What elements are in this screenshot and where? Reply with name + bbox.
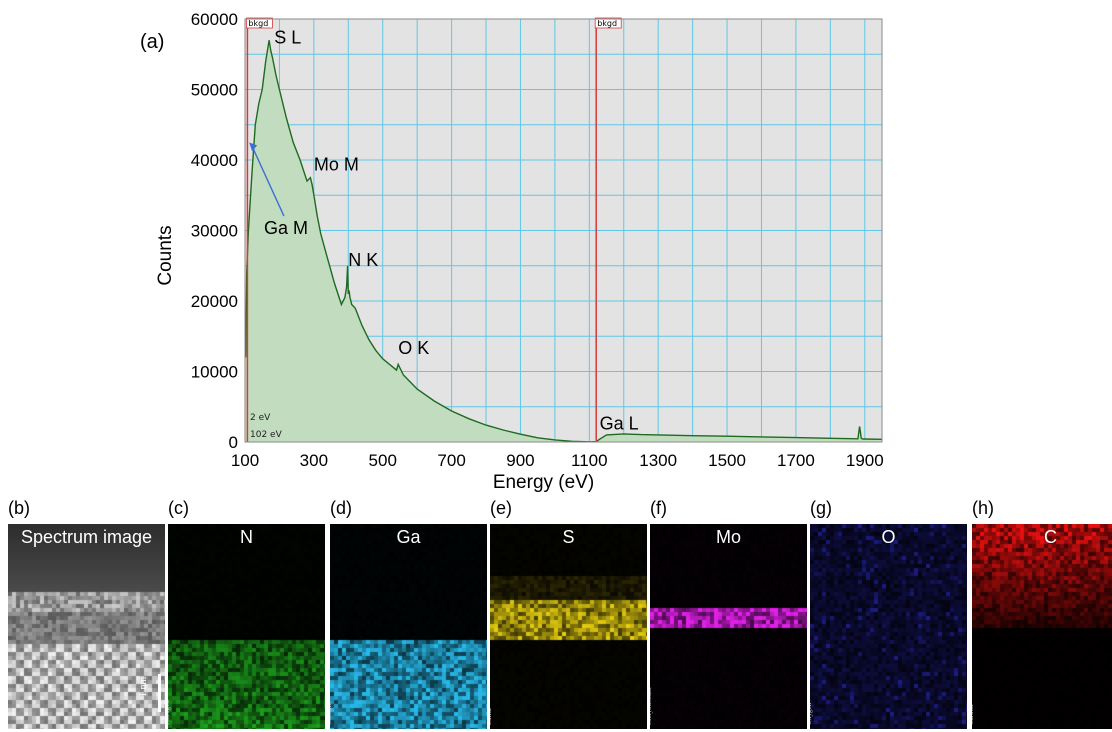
ga-m-arrow	[251, 146, 285, 217]
map-caption: Molybdenum	[650, 687, 653, 725]
panel-letter: (b)	[8, 498, 30, 518]
x-tick-label: 500	[369, 451, 397, 470]
spectrum-line	[245, 40, 883, 443]
map-image: S Sulfur	[490, 524, 647, 729]
x-tick-label: 1700	[777, 451, 815, 470]
bkgd-marker-box	[246, 17, 273, 29]
x-tick-label: 700	[437, 451, 465, 470]
map-title: O	[881, 527, 896, 547]
map-caption: Oxygen	[810, 702, 813, 725]
map-image: Mo Molybdenum	[650, 524, 807, 729]
x-tick-label: 1300	[639, 451, 677, 470]
map-title: Spectrum image	[20, 527, 153, 547]
x-tick-label: 100	[231, 451, 259, 470]
bkgd-marker-label: bkgd	[597, 19, 617, 28]
bkgd-marker-box	[594, 17, 622, 29]
y-tick-label: 30000	[191, 222, 238, 241]
panel-letter: (e)	[490, 498, 512, 518]
y-tick-label: 60000	[191, 10, 238, 29]
eels-spectrum-chart: bkgd bkgd 100 300 500 700 900 1100 1300 1500 1700 1…	[140, 10, 884, 493]
map-title: S	[562, 527, 575, 547]
map-caption: Sulfur	[490, 707, 493, 726]
map-title: Mo	[715, 527, 741, 547]
element-map-canvas	[330, 524, 487, 729]
readout-energy-offset: 102 eV	[250, 430, 283, 440]
peak-annotation: O K	[398, 338, 429, 358]
map-title: Ga	[396, 527, 421, 547]
spectrum-area	[245, 40, 882, 442]
panel-letter: (h)	[972, 498, 994, 518]
map-image: O Oxygen	[810, 524, 967, 729]
map-image: Ga Gallium	[330, 524, 487, 729]
panel-letter: (d)	[330, 498, 352, 518]
y-tick-label: 40000	[191, 151, 238, 170]
element-map-canvas	[650, 524, 807, 729]
y-tick-label: 0	[229, 433, 238, 452]
y-tick-label: 20000	[191, 292, 238, 311]
map-caption: Nitrogen	[168, 700, 171, 725]
panel-letter: (g)	[810, 498, 832, 518]
spectrum-image-canvas	[8, 524, 165, 729]
peak-annotation: Mo M	[314, 155, 359, 175]
ga-m-arrowhead	[249, 142, 258, 152]
x-axis-label: Energy (eV)	[493, 472, 594, 493]
peak-annotation: Ga M	[264, 218, 308, 238]
panel-letter: (f)	[650, 498, 667, 518]
x-tick-label: 300	[300, 451, 328, 470]
scale-bar	[158, 674, 161, 712]
scale-bar-label: 1 nm	[138, 676, 149, 697]
map-title: C	[1044, 527, 1057, 547]
panel-label-a: (a)	[140, 31, 164, 53]
plot-frame	[244, 18, 883, 443]
x-tick-label: 1100	[571, 451, 608, 470]
y-axis-label: Counts	[155, 225, 176, 285]
readout-energy-step: 2 eV	[250, 413, 271, 423]
peak-annotation: Ga L	[600, 413, 639, 433]
element-map-canvas	[810, 524, 967, 729]
map-title: N	[240, 527, 253, 547]
map-caption: Gallium	[330, 702, 333, 725]
y-tick-label: 10000	[191, 363, 238, 382]
peak-annotation: S L	[274, 28, 301, 48]
map-image: Spectrum image 1 nm	[8, 524, 165, 729]
peak-annotation: N K	[348, 250, 378, 270]
element-map-canvas	[490, 524, 647, 729]
map-image: C Carbon	[972, 524, 1112, 729]
map-image: N Nitrogen	[168, 524, 325, 729]
x-tick-label: 900	[506, 451, 534, 470]
bkgd-marker-label: bkgd	[248, 19, 268, 28]
x-tick-label: 1500	[708, 451, 746, 470]
element-map-canvas	[972, 524, 1112, 729]
y-tick-label: 50000	[191, 81, 238, 100]
map-caption: Carbon	[972, 704, 975, 725]
element-map-canvas	[168, 524, 325, 729]
x-tick-label: 1900	[846, 451, 884, 470]
panel-letter: (c)	[168, 498, 189, 518]
